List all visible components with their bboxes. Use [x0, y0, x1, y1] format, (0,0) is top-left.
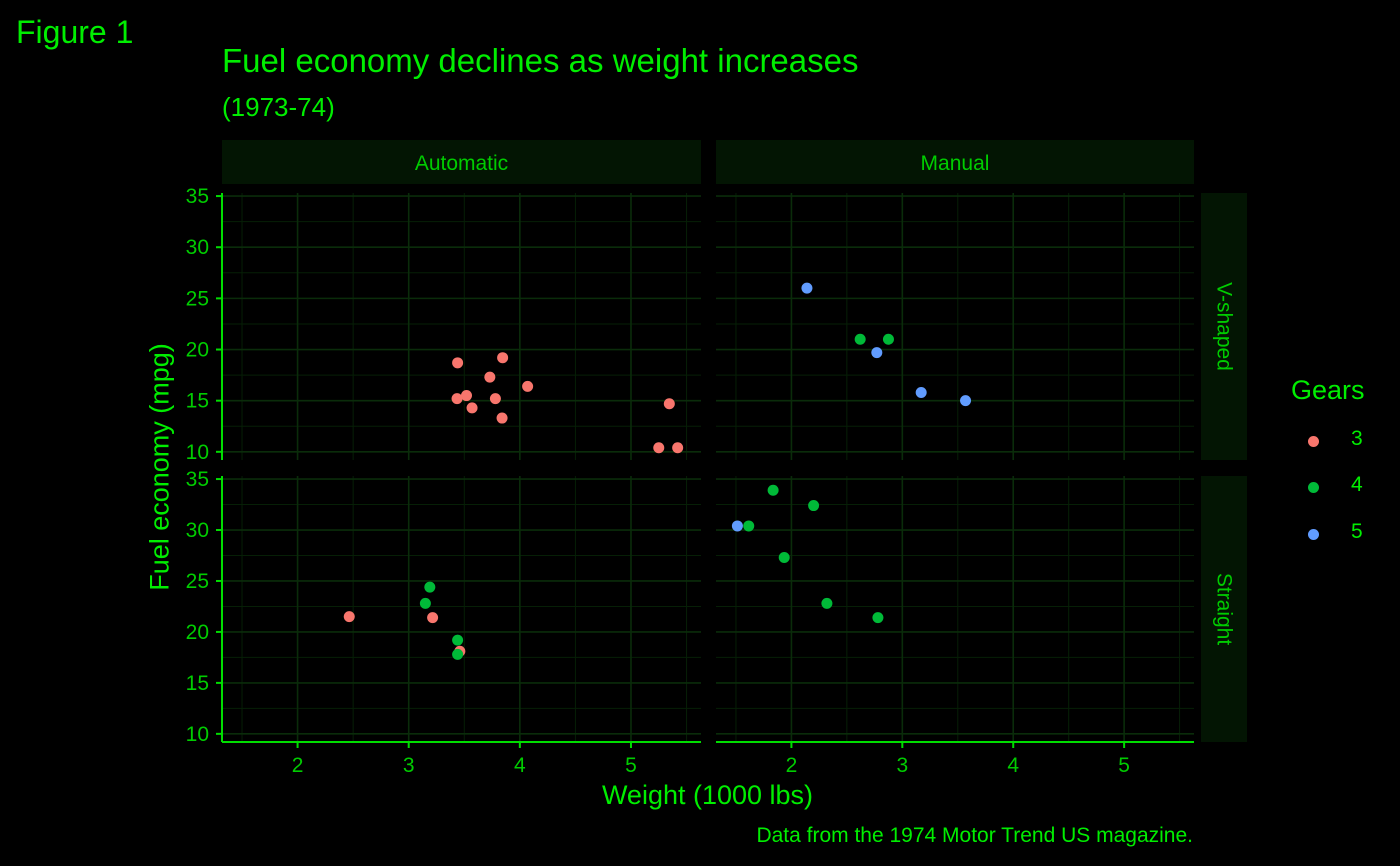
facet-strip-automatic: [222, 140, 701, 184]
figure-tag: Figure 1: [16, 14, 134, 50]
data-point: [484, 371, 496, 383]
y-tick-label: 35: [186, 185, 209, 208]
chart-subtitle: (1973-74): [222, 92, 335, 122]
legend-label-5: 5: [1351, 520, 1363, 543]
chart-caption: Data from the 1974 Motor Trend US magazi…: [756, 824, 1193, 847]
data-point: [663, 398, 675, 410]
data-point: [461, 390, 473, 402]
x-tick-label: 2: [292, 754, 304, 777]
x-tick-label: 2: [786, 754, 798, 777]
facet-strip-label: Manual: [921, 152, 990, 175]
data-point: [808, 500, 820, 512]
y-tick-label: 15: [186, 672, 209, 695]
facet-row-label: Straight: [1213, 573, 1236, 646]
data-point: [427, 612, 439, 624]
data-point: [854, 333, 866, 345]
x-tick-label: 3: [403, 754, 415, 777]
legend-label-4: 4: [1351, 473, 1363, 496]
data-point: [466, 402, 478, 414]
legend-key-4: [1308, 482, 1319, 493]
data-point: [451, 393, 463, 405]
x-tick-label: 4: [1007, 754, 1019, 777]
data-point: [731, 520, 743, 532]
y-tick-label: 35: [186, 468, 209, 491]
data-point: [452, 634, 464, 646]
facet-row-strip-straight: [1201, 476, 1247, 742]
legend-key-3: [1308, 436, 1319, 447]
data-point: [960, 395, 972, 407]
data-point: [653, 442, 665, 454]
x-tick-label: 3: [896, 754, 908, 777]
data-point: [496, 412, 508, 424]
x-tick-label: 5: [1118, 754, 1130, 777]
data-point: [767, 484, 779, 496]
y-tick-label: 25: [186, 570, 209, 593]
data-point: [489, 393, 501, 405]
legend-title: Gears: [1291, 375, 1365, 405]
legend-item-4: 4: [1300, 473, 1380, 503]
chart-title: Fuel economy declines as weight increase…: [222, 42, 859, 79]
y-axis-label: Fuel economy (mpg): [144, 343, 175, 591]
x-tick-label: 4: [514, 754, 526, 777]
y-tick-label: 25: [186, 287, 209, 310]
legend-key-5: [1308, 529, 1319, 540]
data-point: [672, 442, 684, 454]
facet-row-label: V-shaped: [1213, 282, 1236, 371]
data-point: [801, 282, 813, 294]
data-point: [915, 386, 927, 398]
y-tick-label: 30: [186, 236, 209, 259]
y-tick-label: 20: [186, 621, 209, 644]
data-point: [419, 597, 431, 609]
y-tick-label: 15: [186, 390, 209, 413]
data-point: [743, 520, 755, 532]
facet-strip-label: Automatic: [415, 152, 508, 175]
facet-row-strip-v-shaped: [1201, 193, 1247, 460]
facet-strip-manual: [716, 140, 1194, 184]
data-point: [452, 357, 464, 369]
data-point: [872, 612, 884, 624]
y-tick-label: 10: [186, 723, 209, 746]
data-point: [452, 648, 464, 660]
data-point: [871, 347, 883, 359]
data-point: [882, 333, 894, 345]
x-tick-label: 5: [625, 754, 637, 777]
y-tick-label: 30: [186, 519, 209, 542]
data-point: [497, 352, 509, 364]
data-point: [424, 581, 436, 593]
data-point: [778, 552, 790, 564]
y-tick-label: 10: [186, 441, 209, 464]
data-point: [522, 380, 534, 392]
x-axis-label: Weight (1000 lbs): [601, 780, 814, 810]
legend-label-3: 3: [1351, 427, 1363, 450]
legend-item-5: 5: [1300, 520, 1380, 550]
y-tick-label: 20: [186, 339, 209, 362]
data-point: [343, 611, 355, 623]
data-point: [821, 597, 833, 609]
legend-item-3: 3: [1300, 427, 1380, 457]
